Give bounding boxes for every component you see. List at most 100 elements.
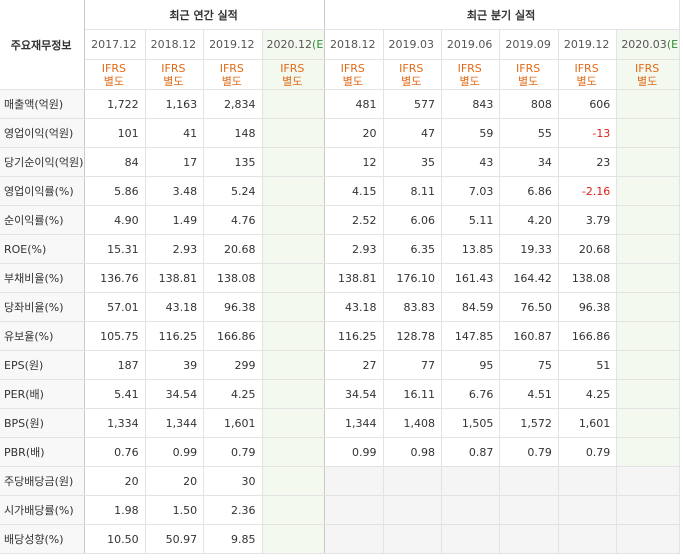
quarter-value-cell: 116.25 — [324, 321, 384, 351]
annual-value-cell: 4.76 — [203, 205, 263, 235]
annual-value-cell: 136.76 — [84, 263, 146, 293]
annual-value-cell: 4.90 — [84, 205, 146, 235]
annual-value-cell: 20 — [145, 466, 205, 496]
annual-value-cell: 2.36 — [203, 495, 263, 525]
annual-period: 2017.12 — [84, 29, 146, 60]
annual-estimate-cell — [262, 321, 326, 351]
accounting-standard-row: IFRS 별도 IFRS 별도 IFRS 별도 IFRS 별도 IFRS 별도 IFRS 별도 IFRS… — [0, 59, 680, 90]
quarter-value-cell: 13.85 — [441, 234, 501, 264]
quarter-value-cell: 0.79 — [499, 437, 559, 467]
annual-value-cell: 5.86 — [84, 176, 146, 206]
quarter-value-cell: 8.11 — [383, 176, 442, 206]
table-row: 유보율(%) 105.75 116.25 166.86 116.25 128.78 147.… — [0, 321, 680, 351]
quarter-value-cell: -13 — [558, 118, 618, 148]
row-label: 시가배당률(%) — [0, 495, 86, 525]
annual-value-cell: 5.24 — [203, 176, 263, 206]
table-row: 당좌비율(%) 57.01 43.18 96.38 43.18 83.83 84.59 76.… — [0, 292, 680, 322]
quarter-value-cell: 59 — [441, 118, 501, 148]
quarter-value-cell: 2.52 — [324, 205, 384, 235]
ifrs-separate-label: IFRS 별도 — [499, 59, 559, 90]
quarter-estimate-cell — [616, 118, 680, 148]
estimate-mark: (E) — [312, 38, 324, 51]
quarter-value-cell: 4.51 — [499, 379, 559, 409]
annual-value-cell: 57.01 — [84, 292, 146, 322]
quarter-value-cell: 606 — [558, 89, 618, 119]
quarter-value-cell: 6.06 — [383, 205, 442, 235]
quarter-value-cell — [324, 466, 384, 496]
ifrs-separate-label: IFRS 별도 — [145, 59, 205, 90]
quarter-estimate-cell — [616, 263, 680, 293]
quarter-estimate-cell — [616, 350, 680, 380]
annual-value-cell: 4.25 — [203, 379, 263, 409]
quarter-value-cell — [558, 524, 618, 554]
annual-estimate-cell — [262, 234, 326, 264]
quarter-value-cell: 23 — [558, 147, 618, 177]
quarter-estimate-period: 2020.03(E) — [616, 29, 680, 60]
annual-estimate-cell — [262, 466, 326, 496]
quarter-value-cell: 843 — [441, 89, 501, 119]
annual-value-cell: 101 — [84, 118, 146, 148]
annual-value-cell: 1,722 — [84, 89, 146, 119]
annual-value-cell: 43.18 — [145, 292, 205, 322]
quarter-value-cell: 4.20 — [499, 205, 559, 235]
annual-value-cell: 39 — [145, 350, 205, 380]
quarter-estimate-cell — [616, 147, 680, 177]
quarter-period: 2019.06 — [441, 29, 501, 60]
quarter-value-cell: 128.78 — [383, 321, 442, 351]
annual-value-cell: 1.49 — [145, 205, 205, 235]
table-row: 주당배당금(원) 20 20 30 — [0, 466, 680, 496]
quarter-estimate-cell — [616, 234, 680, 264]
ifrs-separate-label: IFRS 별도 — [558, 59, 618, 90]
quarter-value-cell: 0.87 — [441, 437, 501, 467]
annual-value-cell: 34.54 — [145, 379, 205, 409]
quarter-estimate-cell — [616, 437, 680, 467]
row-label: PBR(배) — [0, 437, 86, 467]
annual-value-cell: 148 — [203, 118, 263, 148]
annual-estimate-cell — [262, 408, 326, 438]
annual-estimate-cell — [262, 263, 326, 293]
table-row: EPS(원) 187 39 299 27 77 95 75 51 — [0, 350, 680, 380]
quarter-results-title: 최근 분기 실적 — [324, 0, 680, 30]
quarter-value-cell: 34.54 — [324, 379, 384, 409]
quarter-value-cell: 77 — [383, 350, 442, 380]
annual-value-cell: 50.97 — [145, 524, 205, 554]
table-row: 배당성향(%) 10.50 50.97 9.85 — [0, 524, 680, 554]
annual-value-cell: 138.81 — [145, 263, 205, 293]
quarter-value-cell — [324, 495, 384, 525]
annual-estimate-cell — [262, 350, 326, 380]
annual-estimate-cell — [262, 147, 326, 177]
quarter-value-cell: 164.42 — [499, 263, 559, 293]
table-row: 영업이익률(%) 5.86 3.48 5.24 4.15 8.11 7.03 6.86 -2.1… — [0, 176, 680, 206]
quarter-estimate-cell — [616, 466, 680, 496]
annual-estimate-cell — [262, 205, 326, 235]
table-row: PBR(배) 0.76 0.99 0.79 0.99 0.98 0.87 0.79 0.79 — [0, 437, 680, 467]
annual-value-cell: 1,163 — [145, 89, 205, 119]
quarter-value-cell — [383, 495, 442, 525]
table-row: 시가배당률(%) 1.98 1.50 2.36 — [0, 495, 680, 525]
annual-estimate-cell — [262, 379, 326, 409]
quarter-value-cell: 20.68 — [558, 234, 618, 264]
quarter-value-cell: 96.38 — [558, 292, 618, 322]
quarter-value-cell: 577 — [383, 89, 442, 119]
annual-value-cell: 299 — [203, 350, 263, 380]
quarter-value-cell — [499, 495, 559, 525]
quarter-estimate-cell — [616, 495, 680, 525]
ifrs-separate-label: IFRS 별도 — [616, 59, 680, 90]
table-row: ROE(%) 15.31 2.93 20.68 2.93 6.35 13.85 19.33 20… — [0, 234, 680, 264]
quarter-period: 2019.03 — [383, 29, 442, 60]
annual-value-cell: 2,834 — [203, 89, 263, 119]
row-label: 유보율(%) — [0, 321, 86, 351]
row-label: EPS(원) — [0, 350, 86, 380]
annual-value-cell: 0.76 — [84, 437, 146, 467]
quarter-value-cell — [383, 466, 442, 496]
quarter-value-cell: 75 — [499, 350, 559, 380]
quarter-value-cell: 1,572 — [499, 408, 559, 438]
quarter-value-cell — [441, 495, 501, 525]
table-row: 부채비율(%) 136.76 138.81 138.08 138.81 176.10 161… — [0, 263, 680, 293]
quarter-value-cell — [324, 524, 384, 554]
quarter-estimate-cell — [616, 89, 680, 119]
annual-estimate-cell — [262, 495, 326, 525]
quarter-estimate-cell — [616, 524, 680, 554]
quarter-value-cell — [441, 466, 501, 496]
